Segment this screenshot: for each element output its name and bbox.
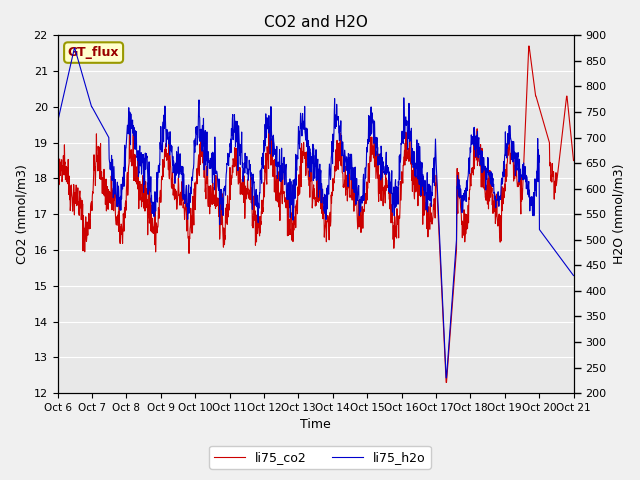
li75_co2 xyxy=(273,173,280,179)
li75_h2o xyxy=(442,375,450,381)
li75_co2 xyxy=(115,209,122,215)
li75_co2 xyxy=(93,156,101,162)
li75_h2o xyxy=(115,189,123,195)
Line: li75_co2: li75_co2 xyxy=(58,46,573,383)
li75_h2o xyxy=(273,144,280,149)
li75_co2 xyxy=(54,188,61,194)
li75_h2o xyxy=(54,120,61,125)
li75_co2 xyxy=(570,157,577,163)
Y-axis label: H2O (mmol/m3): H2O (mmol/m3) xyxy=(612,164,625,264)
li75_co2 xyxy=(284,186,291,192)
X-axis label: Time: Time xyxy=(300,419,331,432)
li75_co2 xyxy=(292,201,300,207)
Line: li75_h2o: li75_h2o xyxy=(58,48,573,378)
li75_h2o xyxy=(348,151,355,157)
Text: GT_flux: GT_flux xyxy=(68,46,119,59)
li75_co2 xyxy=(525,43,532,49)
li75_co2 xyxy=(348,175,355,180)
li75_h2o xyxy=(70,45,78,51)
li75_h2o xyxy=(293,168,301,173)
li75_h2o xyxy=(94,115,102,120)
Title: CO2 and H2O: CO2 and H2O xyxy=(264,15,367,30)
li75_co2 xyxy=(442,380,450,385)
li75_h2o xyxy=(284,188,291,194)
li75_h2o xyxy=(570,273,577,278)
Y-axis label: CO2 (mmol/m3): CO2 (mmol/m3) xyxy=(15,164,28,264)
Legend: li75_co2, li75_h2o: li75_co2, li75_h2o xyxy=(209,446,431,469)
